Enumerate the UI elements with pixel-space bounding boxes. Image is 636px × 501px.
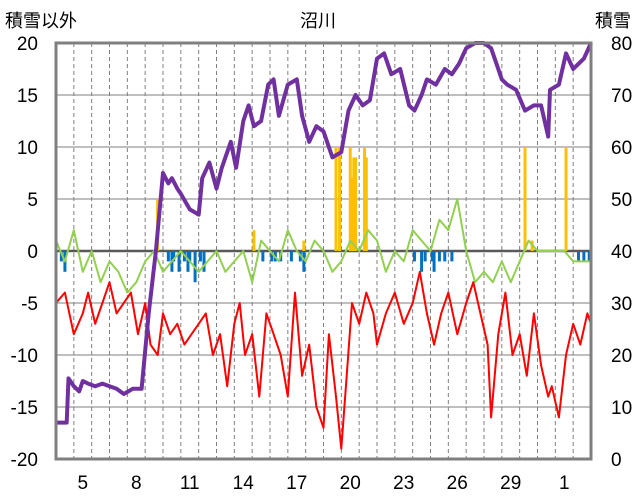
snow_change_neg-bar	[450, 251, 454, 262]
chart-title: 沼川	[300, 11, 336, 31]
y-tick-left: -15	[11, 398, 38, 419]
snow_change_neg-bar	[270, 251, 274, 262]
y-tick-left: -20	[11, 450, 38, 471]
snow_change_neg-bar	[423, 251, 427, 262]
precip-bar	[352, 157, 356, 251]
y-tick-right: 60	[611, 138, 632, 159]
precip-bar	[338, 147, 342, 251]
x-tick: 14	[233, 473, 255, 494]
y-axis-right: 0 10 20 30 40 50 60 70 80	[611, 34, 632, 471]
y-tick-right: 70	[611, 86, 632, 107]
precip-bar	[348, 147, 352, 251]
y-axis-right-title: 積雪	[595, 11, 631, 31]
snow_change_neg-bar	[198, 251, 202, 262]
precip-bar	[363, 147, 367, 251]
y-tick-right: 0	[611, 450, 622, 471]
plot-frame	[54, 41, 593, 461]
snow_change_neg-bar	[412, 251, 416, 262]
snow_change_neg-bar	[172, 251, 176, 262]
snow_change_neg-bar	[420, 251, 424, 272]
y-tick-left: -5	[21, 294, 38, 315]
precip-bar	[354, 157, 358, 251]
y-tick-left: -10	[11, 346, 38, 367]
y-tick-right: 50	[611, 190, 632, 211]
snow_change_neg-bar	[443, 251, 447, 262]
x-tick: 5	[77, 473, 88, 494]
precip-bar	[334, 147, 338, 251]
precip-bar	[302, 240, 306, 251]
x-tick: 29	[500, 473, 521, 494]
y-axis-left: -20 -15 -10 -5 0 5 10 15 20	[11, 34, 38, 471]
y-tick-right: 10	[611, 398, 632, 419]
snow_change_neg-bar	[177, 251, 181, 272]
y-axis-left-title: 積雪以外	[5, 11, 77, 31]
snow_change_neg-bar	[582, 251, 586, 262]
x-tick: 23	[393, 473, 414, 494]
snow_change_neg-bar	[302, 251, 306, 272]
y-tick-left: 10	[17, 138, 38, 159]
y-tick-right: 40	[611, 242, 632, 263]
x-tick: 20	[340, 473, 361, 494]
snow_change_neg-bar	[432, 251, 436, 272]
x-tick: 17	[286, 473, 307, 494]
snow_change_neg-bar	[186, 251, 190, 272]
y-tick-left: 15	[17, 86, 38, 107]
y-tick-right: 20	[611, 346, 632, 367]
x-tick: 11	[180, 473, 200, 494]
x-axis: 5 8 11 14 17 20 23 26 29 1	[77, 473, 569, 494]
precip-bar	[364, 157, 368, 251]
temp_min-line	[55, 270, 592, 450]
y-tick-left: 20	[17, 34, 38, 55]
bar-layer	[59, 147, 591, 283]
y-tick-left: 0	[27, 242, 38, 263]
snow_change_neg-bar	[202, 251, 206, 272]
precip-bar	[523, 147, 527, 251]
x-tick: 8	[131, 473, 142, 494]
precip-bar	[252, 230, 256, 251]
snow_change_neg-bar	[587, 251, 591, 262]
snow_change_neg-bar	[188, 251, 192, 262]
snow_change_neg-bar	[289, 251, 293, 262]
temp_mean-line	[55, 198, 591, 294]
snow_change_neg-bar	[437, 251, 441, 262]
snow_change_neg-bar	[430, 251, 434, 262]
y-tick-right: 80	[611, 34, 632, 55]
precip-bar	[564, 147, 568, 251]
y-tick-left: 5	[27, 190, 38, 211]
series-layer	[55, 41, 593, 450]
snow_change_neg-bar	[577, 251, 581, 262]
snow_change_neg-bar	[59, 251, 63, 262]
snow_change_neg-bar	[166, 251, 170, 262]
x-tick: 26	[447, 473, 468, 494]
x-tick: 1	[559, 473, 570, 494]
snow_depth-line	[56, 41, 593, 425]
precip-bar	[350, 178, 354, 251]
snow_change_neg-bar	[261, 251, 265, 262]
y-tick-right: 30	[611, 294, 632, 315]
